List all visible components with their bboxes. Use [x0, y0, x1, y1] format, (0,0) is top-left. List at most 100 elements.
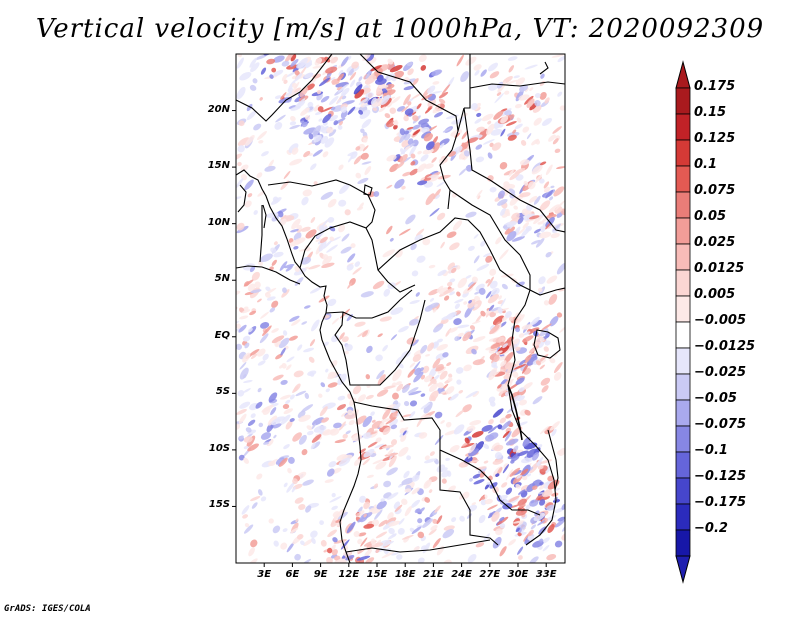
- velocity-speckle: [413, 546, 420, 552]
- velocity-speckle: [297, 98, 306, 106]
- velocity-speckle: [308, 34, 316, 42]
- velocity-speckle: [515, 77, 526, 86]
- velocity-speckle: [328, 461, 337, 468]
- velocity-speckle: [238, 324, 247, 333]
- velocity-speckle: [475, 283, 485, 292]
- velocity-speckle: [518, 333, 525, 338]
- velocity-speckle: [370, 538, 376, 546]
- velocity-speckle: [256, 473, 263, 480]
- velocity-speckle: [532, 319, 543, 327]
- velocity-speckle: [393, 120, 399, 126]
- velocity-speckle: [497, 384, 502, 389]
- border-east-africa: [507, 254, 557, 546]
- velocity-speckle: [545, 251, 552, 258]
- velocity-speckle: [288, 80, 296, 91]
- velocity-speckle: [253, 123, 262, 131]
- velocity-speckle: [515, 346, 521, 351]
- velocity-speckle: [342, 433, 348, 439]
- velocity-speckle: [437, 174, 451, 180]
- velocity-speckle: [499, 249, 509, 260]
- velocity-speckle: [417, 557, 425, 563]
- velocity-speckle: [429, 451, 435, 456]
- velocity-speckle: [236, 153, 243, 161]
- velocity-speckle: [313, 135, 322, 143]
- velocity-speckle: [543, 181, 550, 189]
- velocity-speckle: [495, 473, 500, 477]
- velocity-speckle: [449, 291, 456, 296]
- velocity-speckle: [295, 390, 307, 397]
- velocity-speckle: [516, 117, 522, 123]
- velocity-speckle: [362, 145, 369, 152]
- velocity-speckle: [503, 181, 510, 188]
- colorbar-cell: [675, 269, 691, 297]
- velocity-speckle: [449, 393, 459, 401]
- velocity-speckle: [387, 449, 394, 456]
- velocity-speckle: [474, 118, 482, 124]
- velocity-speckle: [508, 188, 516, 194]
- velocity-speckle: [292, 478, 298, 485]
- velocity-speckle: [273, 434, 277, 439]
- border-nigeria-cameroon: [299, 221, 416, 293]
- velocity-speckle: [475, 542, 485, 548]
- velocity-speckle: [468, 448, 480, 457]
- lat-tick-label: 5N: [214, 273, 230, 285]
- velocity-speckle: [478, 514, 486, 524]
- velocity-speckle: [515, 89, 524, 102]
- velocity-speckle: [243, 279, 254, 287]
- velocity-speckle: [436, 344, 448, 351]
- velocity-speckle: [280, 180, 290, 190]
- velocity-speckle: [357, 394, 366, 403]
- velocity-speckle: [515, 360, 522, 367]
- velocity-speckle: [417, 150, 422, 155]
- velocity-speckle: [344, 350, 349, 355]
- border-car: [377, 217, 565, 296]
- velocity-speckle: [239, 367, 249, 380]
- velocity-speckle: [526, 133, 532, 140]
- velocity-speckle: [384, 73, 396, 82]
- velocity-speckle: [537, 520, 546, 526]
- lat-tick-label: EQ: [214, 329, 230, 341]
- velocity-speckle: [242, 514, 249, 519]
- velocity-speckle: [377, 333, 383, 338]
- velocity-speckle: [296, 534, 304, 540]
- colorbar-level-label: −0.0125: [694, 339, 756, 354]
- velocity-speckle: [241, 309, 251, 314]
- velocity-speckle: [365, 92, 374, 99]
- velocity-speckle: [402, 414, 412, 418]
- velocity-speckle: [274, 121, 283, 130]
- velocity-speckle: [390, 334, 398, 341]
- velocity-speckle: [309, 339, 316, 347]
- velocity-speckle: [249, 57, 257, 68]
- velocity-speckle: [536, 456, 544, 466]
- velocity-speckle: [429, 208, 440, 217]
- velocity-speckle: [384, 452, 399, 457]
- velocity-speckle: [417, 518, 423, 524]
- velocity-speckle: [492, 536, 502, 549]
- velocity-speckle: [414, 367, 422, 376]
- velocity-speckle: [333, 120, 339, 126]
- velocity-speckle: [300, 107, 310, 116]
- velocity-speckle: [512, 371, 519, 378]
- velocity-speckle: [337, 373, 347, 386]
- velocity-speckle: [249, 84, 257, 91]
- velocity-speckle: [459, 515, 465, 522]
- velocity-speckle: [462, 331, 472, 342]
- velocity-speckle: [345, 430, 351, 435]
- velocity-speckle: [387, 492, 399, 500]
- velocity-speckle: [489, 186, 497, 193]
- velocity-speckle: [310, 442, 316, 450]
- velocity-speckle: [469, 477, 473, 482]
- velocity-speckle: [514, 103, 522, 109]
- velocity-speckle: [504, 90, 510, 95]
- velocity-speckle: [282, 528, 288, 533]
- velocity-speckle: [298, 414, 311, 422]
- velocity-speckle: [491, 511, 500, 522]
- velocity-speckle: [526, 483, 536, 493]
- velocity-speckle: [417, 163, 427, 173]
- velocity-speckle: [409, 168, 419, 176]
- velocity-speckle: [457, 277, 468, 289]
- velocity-speckle: [429, 390, 439, 402]
- velocity-speckle: [302, 189, 313, 197]
- velocity-speckle: [282, 403, 290, 410]
- velocity-speckle: [248, 348, 260, 357]
